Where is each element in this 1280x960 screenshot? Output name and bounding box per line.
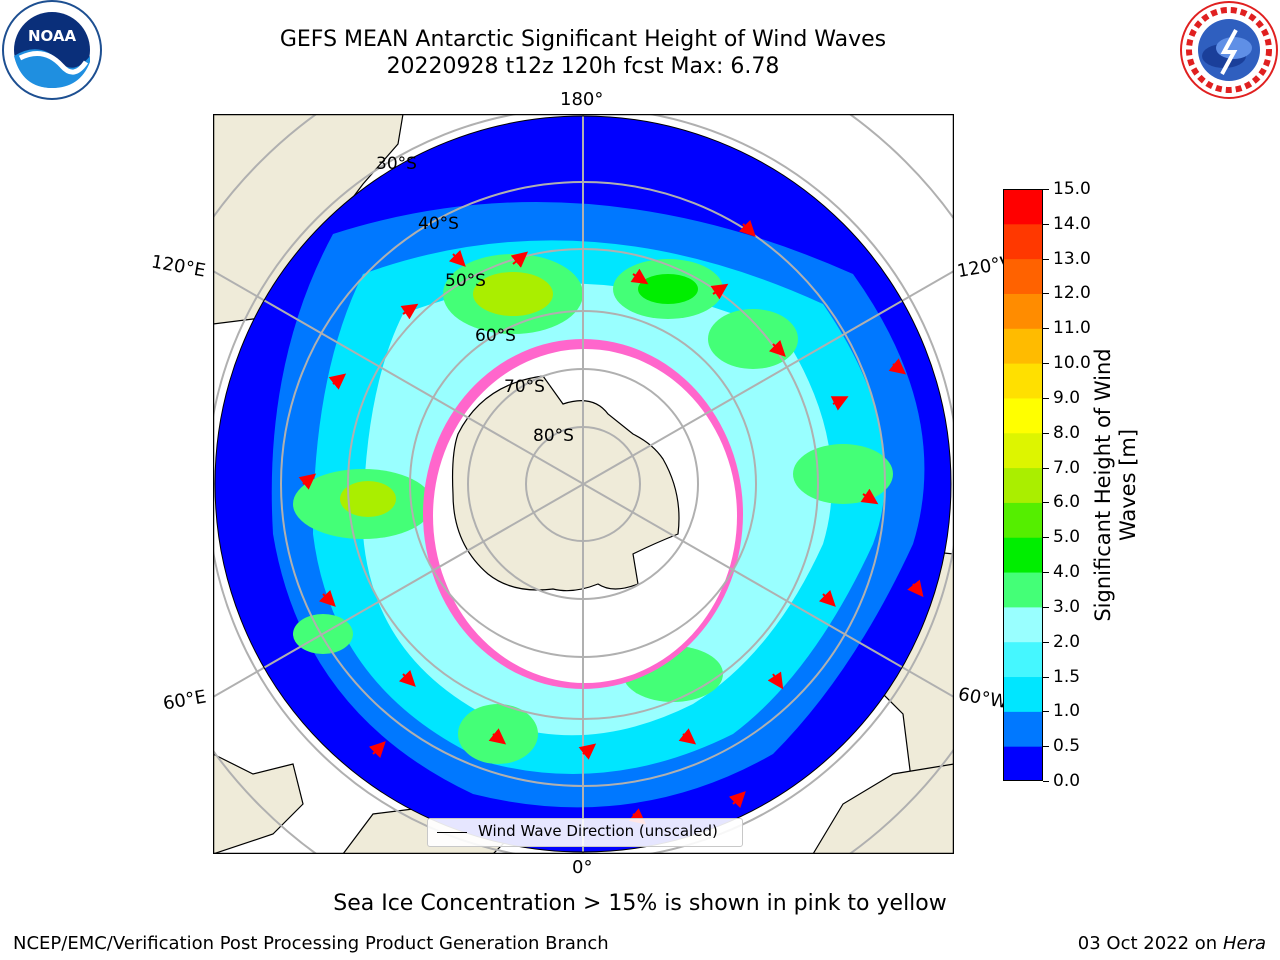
colorbar-band (1003, 223, 1043, 260)
lat-label-30s: 30°S (376, 154, 417, 174)
colorbar-band (1003, 467, 1043, 503)
colorbar-band (1003, 328, 1043, 364)
noaa-logo: NOAA (2, 0, 102, 100)
colorbar-tick-label: 8.0 (1053, 422, 1081, 443)
colorbar-band (1003, 746, 1043, 781)
credit-line: NCEP/EMC/Verification Post Processing Pr… (13, 933, 609, 954)
map-boundary (214, 115, 952, 853)
svg-text:NOAA: NOAA (28, 27, 77, 45)
lat-label-70s: 70°S (504, 377, 545, 397)
colorbar-tick-mark (1043, 467, 1049, 469)
colorbar-band (1003, 293, 1043, 329)
colorbar-band (1003, 397, 1043, 434)
colorbar-tick-label: 0.0 (1053, 771, 1081, 791)
colorbar-band (1003, 676, 1043, 712)
map-legend: Wind Wave Direction (unscaled) (427, 818, 743, 847)
lat-label-50s: 50°S (445, 271, 486, 291)
colorbar-tick-mark (1043, 293, 1049, 295)
colorbar-tick-mark (1043, 432, 1049, 434)
colorbar-tick-label: 4.0 (1053, 562, 1081, 583)
colorbar-tick-label: 0.5 (1053, 736, 1081, 757)
colorbar-tick-label: 14.0 (1053, 213, 1091, 234)
colorbar-tick-mark (1043, 606, 1049, 608)
colorbar-tick-mark (1043, 746, 1049, 748)
colorbar-tick-mark (1043, 502, 1049, 504)
colorbar-band (1003, 432, 1043, 469)
colorbar-band (1003, 189, 1043, 225)
lon-label-0: 0° (572, 857, 593, 878)
colorbar-tick-label: 3.0 (1053, 596, 1081, 617)
lon-label-180: 180° (560, 89, 604, 110)
colorbar-band (1003, 711, 1043, 747)
legend-label: Wind Wave Direction (unscaled) (478, 822, 718, 840)
run-date-text: 03 Oct 2022 on (1077, 933, 1223, 954)
colorbar-tick-mark (1043, 537, 1049, 539)
colorbar-tick-label: 13.0 (1053, 248, 1091, 269)
wind-wave-arrows (298, 219, 924, 825)
lon-label-60e: 60°E (161, 686, 208, 715)
chart-subtitle: 20220928 t12z 120h fcst Max: 6.78 (386, 54, 780, 79)
legend-line-sample (437, 832, 467, 833)
colorbar-tick-mark (1043, 572, 1049, 574)
colorbar-tick-label: 10.0 (1053, 353, 1091, 374)
nws-logo (1180, 1, 1278, 99)
colorbar-tick-label: 12.0 (1053, 283, 1091, 304)
lat-label-60s: 60°S (475, 326, 516, 346)
lon-label-120e: 120°E (149, 251, 208, 282)
colorbar (1003, 189, 1043, 781)
colorbar-band (1003, 258, 1043, 294)
run-host: Hera (1222, 933, 1266, 954)
antarctica-landmass (451, 375, 680, 592)
colorbar-band (1003, 363, 1043, 399)
colorbar-label: Significant Height of Wind Waves [m] (1091, 348, 1141, 621)
colorbar-label-line2: Waves [m] (1116, 428, 1140, 542)
colorbar-tick-label: 2.0 (1053, 631, 1081, 652)
colorbar-tick-mark (1043, 363, 1049, 365)
colorbar-band (1003, 537, 1043, 573)
colorbar-band (1003, 572, 1043, 608)
colorbar-band (1003, 606, 1043, 643)
run-date: 03 Oct 2022 on Hera (1078, 933, 1266, 954)
colorbar-label-line1: Significant Height of Wind (1091, 348, 1115, 622)
graticule (213, 114, 954, 854)
colorbar-border (1003, 189, 1043, 781)
colorbar-band (1003, 641, 1043, 678)
colorbar-tick-mark (1043, 641, 1049, 643)
colorbar-tick-mark (1043, 781, 1049, 782)
polar-map: 30°S 40°S 50°S 60°S 70°S 80°S (213, 114, 954, 854)
lat-label-80s: 80°S (533, 426, 574, 446)
colorbar-tick-label: 11.0 (1053, 318, 1091, 339)
colorbar-tick-label: 1.5 (1053, 666, 1081, 687)
colorbar-tick-mark (1043, 397, 1049, 399)
colorbar-tick-mark (1043, 189, 1049, 190)
lat-label-40s: 40°S (418, 214, 459, 234)
colorbar-tick-mark (1043, 328, 1049, 330)
colorbar-tick-label: 6.0 (1053, 492, 1081, 513)
colorbar-tick-mark (1043, 258, 1049, 260)
colorbar-tick-mark (1043, 223, 1049, 225)
colorbar-tick-label: 5.0 (1053, 527, 1081, 548)
colorbar-tick-label: 7.0 (1053, 457, 1081, 478)
sea-ice-footnote: Sea Ice Concentration > 15% is shown in … (333, 891, 947, 916)
colorbar-tick-label: 1.0 (1053, 701, 1081, 722)
colorbar-tick-mark (1043, 676, 1049, 678)
colorbar-tick-label: 15.0 (1053, 179, 1091, 199)
colorbar-tick-mark (1043, 711, 1049, 713)
colorbar-tick-label: 9.0 (1053, 387, 1081, 408)
lon-label-60w: 60°W (956, 683, 1010, 714)
colorbar-band (1003, 502, 1043, 538)
chart-title: GEFS MEAN Antarctic Significant Height o… (279, 27, 887, 52)
